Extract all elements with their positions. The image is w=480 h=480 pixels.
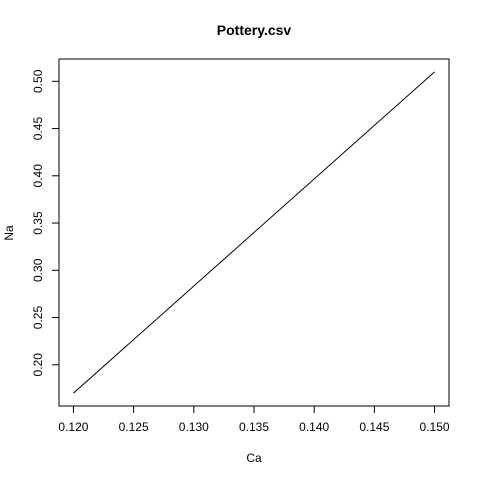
x-axis-title: Ca <box>246 451 262 465</box>
y-axis-title: Na <box>2 225 16 241</box>
x-tick-label: 0.135 <box>239 420 269 434</box>
x-axis: 0.120 0.125 0.130 0.135 0.140 0.145 0.150 <box>58 405 450 434</box>
x-tick-label: 0.130 <box>179 420 209 434</box>
series-line <box>73 71 435 394</box>
y-tick-label: 0.30 <box>31 258 45 282</box>
chart-title: Pottery.csv <box>217 22 292 38</box>
y-axis: 0.20 0.25 0.30 0.35 0.40 0.45 0.50 <box>31 69 60 377</box>
y-tick-label: 0.40 <box>31 164 45 188</box>
y-tick-label: 0.20 <box>31 353 45 377</box>
y-tick-label: 0.45 <box>31 117 45 141</box>
y-tick-label: 0.50 <box>31 69 45 93</box>
y-tick-label: 0.25 <box>31 306 45 330</box>
y-tick-label: 0.35 <box>31 211 45 235</box>
x-tick-label: 0.150 <box>420 420 450 434</box>
x-tick-label: 0.140 <box>299 420 329 434</box>
x-tick-label: 0.125 <box>119 420 149 434</box>
x-tick-label: 0.145 <box>359 420 389 434</box>
series-group <box>73 71 435 394</box>
x-tick-label: 0.120 <box>58 420 88 434</box>
